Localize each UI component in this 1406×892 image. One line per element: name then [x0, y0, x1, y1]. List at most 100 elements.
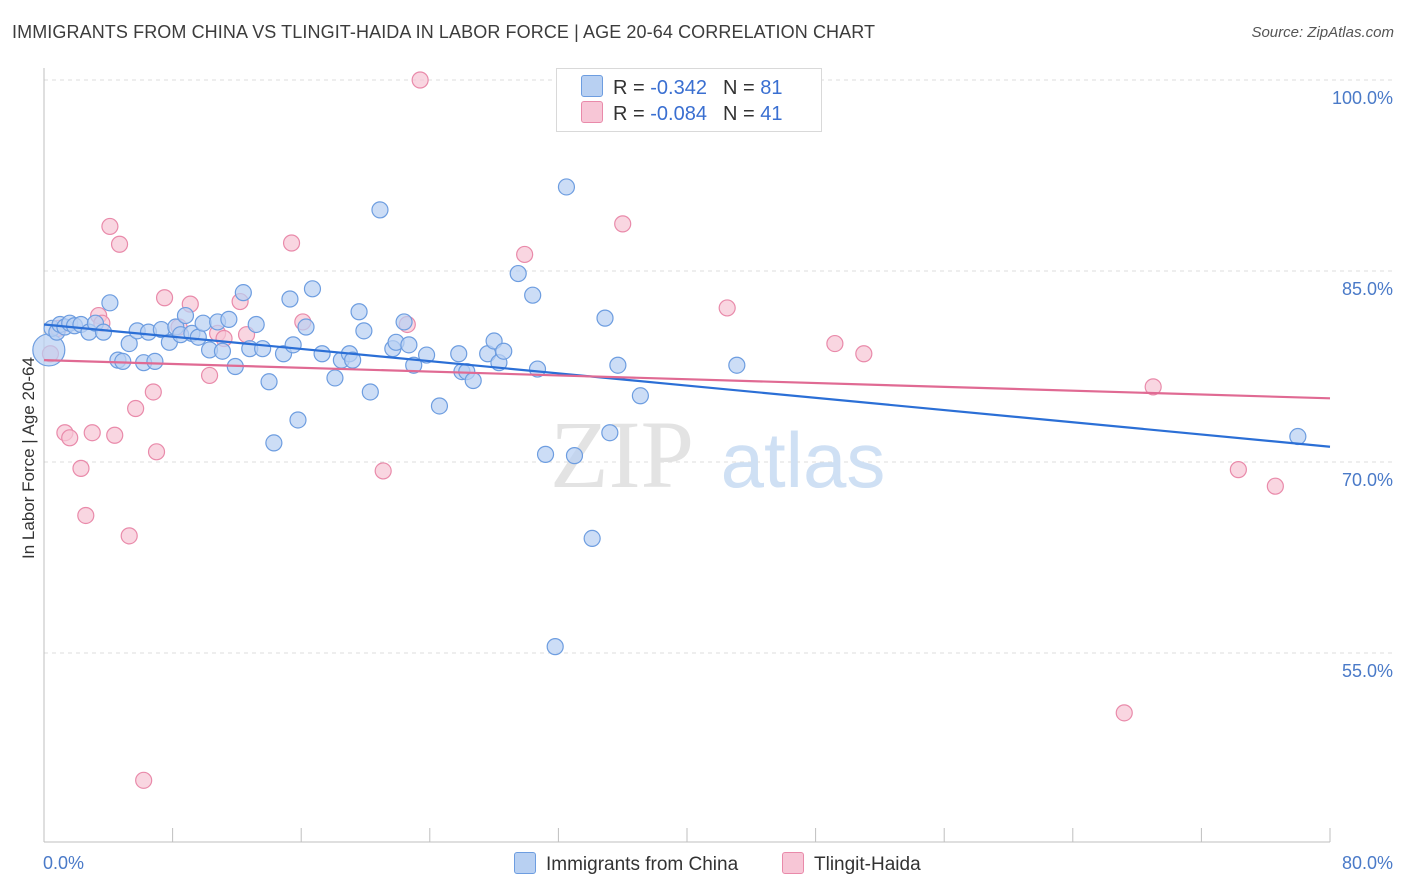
tlingit-haida-point: [83, 424, 101, 442]
tlingit-haida-point: [106, 426, 124, 444]
tlingit-haida-point: [120, 527, 138, 545]
tlingit-haida-point: [411, 71, 429, 89]
china-point: [254, 340, 272, 358]
tlingit-haida-point: [147, 443, 166, 461]
y-tick-label: 70.0%: [1342, 470, 1393, 490]
china-point: [509, 264, 527, 283]
legend-item-tlingit: Tlingit-Haida: [782, 852, 921, 876]
legend-n-value: 41: [760, 103, 783, 125]
china-point: [350, 303, 368, 321]
axes: [43, 68, 1331, 843]
china-point: [120, 334, 138, 353]
china-point: [260, 373, 278, 391]
china-point: [495, 342, 513, 360]
china-point: [430, 397, 449, 415]
legend-r-label: R =: [613, 103, 651, 125]
china-point: [101, 294, 119, 312]
tlingit-haida-trend-line: [43, 359, 1331, 400]
legend-row-tlingit: R = -0.084 N = 41: [581, 101, 782, 127]
china-point: [450, 345, 468, 363]
tlingit-haida-point: [516, 245, 534, 264]
tlingit-haida-point: [1144, 378, 1162, 396]
y-tick-label: 55.0%: [1342, 661, 1393, 681]
china-point: [728, 356, 746, 374]
tick-labels: 55.0% 70.0% 85.0% 100.0% 0.0% 80.0%: [43, 88, 1393, 873]
china-point: [297, 318, 315, 336]
tlingit-haida-point: [374, 462, 392, 480]
china-point: [265, 434, 283, 452]
series-legend: Immigrants from China Tlingit-Haida: [0, 852, 1406, 878]
tlingit-haida-point: [855, 345, 873, 363]
china-point: [326, 369, 344, 387]
tlingit-haida-point: [77, 506, 95, 525]
china-point: [176, 306, 195, 325]
y-tick-label: 100.0%: [1332, 88, 1393, 108]
tlingit-haida-point: [282, 234, 301, 252]
tlingit-haida-point: [135, 771, 153, 789]
trend-lines: [43, 323, 1331, 448]
tlingit-haida-point: [144, 383, 162, 401]
china-point: [371, 201, 389, 219]
china-point: [395, 313, 413, 331]
china-point: [601, 424, 619, 442]
correlation-legend: R = -0.342 N = 81 R = -0.084 N = 41: [556, 68, 822, 132]
tlingit-haida-point: [718, 299, 736, 317]
china-point: [247, 315, 265, 334]
y-tick-label: 85.0%: [1342, 279, 1393, 299]
legend-swatch-china: [514, 852, 536, 874]
china-point: [194, 314, 212, 332]
china-point: [536, 445, 555, 463]
watermark: ZIP atlas: [550, 401, 885, 508]
china-point: [583, 529, 601, 548]
y-axis-label: In Labor Force | Age 20-64: [19, 357, 38, 559]
tlingit-haida-point: [110, 235, 129, 253]
tlingit-haida-point: [200, 366, 219, 385]
china-point: [284, 336, 302, 354]
china-point: [303, 280, 322, 298]
legend-row-china: R = -0.342 N = 81: [581, 75, 782, 101]
tlingit-haida-point: [72, 459, 90, 477]
tlingit-haida-point: [101, 217, 119, 236]
legend-item-china: Immigrants from China: [514, 852, 738, 876]
china-point: [313, 345, 331, 363]
china-point: [220, 310, 238, 328]
china-point: [565, 447, 584, 465]
china-point: [281, 290, 299, 308]
legend-label-china: Immigrants from China: [546, 854, 739, 875]
china-point: [464, 371, 482, 390]
china-point: [289, 411, 307, 429]
chart-title: IMMIGRANTS FROM CHINA VS TLINGIT-HAIDA I…: [12, 22, 876, 42]
china-point: [528, 360, 547, 378]
tlingit-haida-point: [1229, 461, 1247, 479]
source-credit: Source: ZipAtlas.com: [1251, 24, 1394, 41]
tlingit-haida-point: [614, 215, 632, 233]
tlingit-haida-point: [1266, 477, 1284, 495]
tlingit-haida-point: [1115, 704, 1133, 722]
china-point: [344, 351, 362, 369]
legend-label-tlingit: Tlingit-Haida: [814, 854, 921, 875]
china-point: [557, 178, 576, 196]
china-point: [400, 336, 418, 354]
china-point: [596, 309, 614, 327]
china-point: [405, 356, 423, 374]
china-point: [146, 352, 164, 371]
china-point: [355, 322, 373, 340]
tlingit-haida-point: [826, 334, 844, 353]
china-trend-line: [43, 323, 1331, 448]
legend-n-value: 81: [760, 77, 783, 99]
china-point: [213, 342, 232, 360]
china-point: [361, 383, 379, 401]
china-point: [234, 284, 252, 302]
china-point: [609, 356, 627, 374]
legend-n-label: N =: [722, 77, 761, 99]
x-tick-label: 0.0%: [43, 853, 84, 873]
tlingit-haida-point: [61, 429, 79, 447]
tlingit-haida-point: [155, 289, 174, 307]
gridlines: [44, 79, 1392, 654]
legend-swatch-china: [581, 75, 603, 97]
tlingit-haida-point: [127, 399, 145, 418]
x-tick-label: 80.0%: [1342, 853, 1393, 873]
legend-n-label: N =: [722, 103, 761, 125]
china-points: [32, 178, 1307, 656]
